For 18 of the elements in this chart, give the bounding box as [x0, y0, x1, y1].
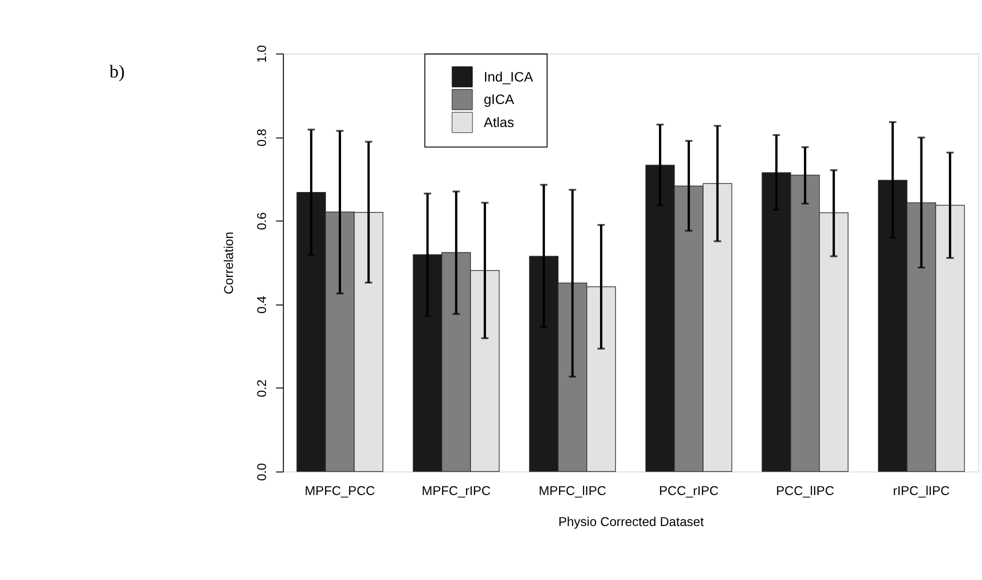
x-tick-label: rIPC_lIPC [892, 482, 950, 498]
legend-label: Ind_ICA [484, 69, 534, 84]
x-tick-label: MPFC_rIPC [422, 482, 491, 498]
text: b) [110, 61, 125, 82]
x-tick-label: MPFC_lIPC [538, 482, 606, 498]
y-tick-label: 0.2 [254, 380, 270, 398]
x-tick-label: PCC_lIPC [776, 482, 834, 498]
y-tick-label: 0.8 [254, 128, 270, 146]
y-tick-label: 0.0 [254, 463, 270, 481]
x-tick-label: PCC_rIPC [658, 482, 719, 498]
x-tick-label: MPFC_PCC [304, 482, 376, 498]
y-tick-label: 0.4 [254, 296, 270, 314]
y-tick-label: 0.6 [254, 212, 270, 230]
y-tick-label: 1.0 [254, 45, 270, 63]
y-axis-title: Correlation [221, 232, 236, 294]
legend-label: Atlas [484, 115, 514, 130]
x-axis-title: Physio Corrected Dataset [558, 514, 704, 529]
legend-label: gICA [484, 92, 515, 108]
